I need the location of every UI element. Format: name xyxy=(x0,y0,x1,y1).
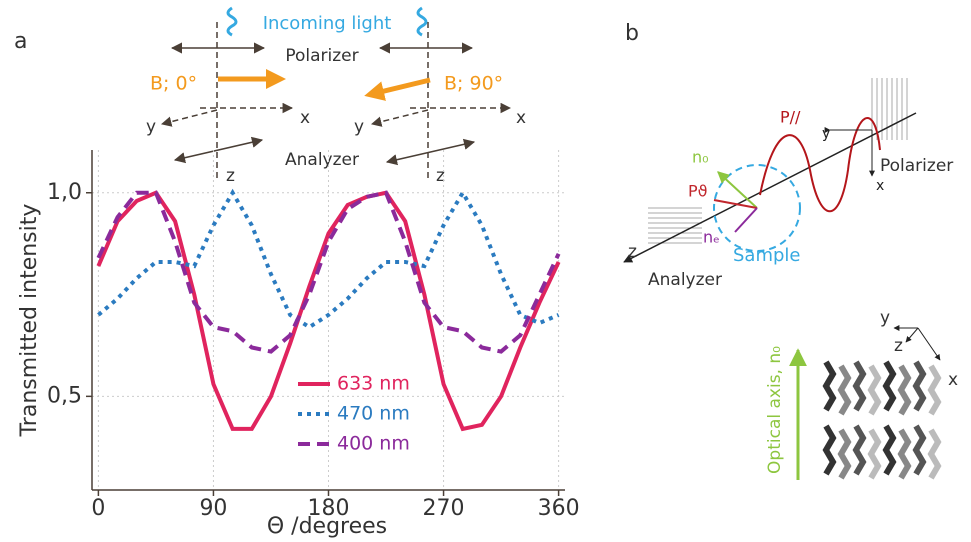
axis-letter: z xyxy=(436,166,445,186)
chart: Transmitted intensity Θ /degrees 0 90 180 2… xyxy=(17,150,580,539)
field-label: B; 90° xyxy=(444,73,503,95)
field-label: B; 0° xyxy=(150,73,197,95)
diagram-a: a Incoming light Polarizer B; 0° B; 90° … xyxy=(14,6,526,186)
analyzer-plate xyxy=(648,207,702,244)
axis-arrow xyxy=(370,109,429,127)
polarizer-label: Polarizer xyxy=(880,156,953,176)
x-axis-label: Θ /degrees xyxy=(267,514,387,539)
series-line xyxy=(97,188,560,330)
beam xyxy=(623,112,917,263)
p-theta-arrow xyxy=(713,199,758,209)
molecule xyxy=(852,360,867,412)
x-tick-label: 180 xyxy=(308,496,350,521)
x-tick-label: 90 xyxy=(199,496,227,521)
x-tick-label: 0 xyxy=(91,496,105,521)
axis-letter: x xyxy=(300,108,310,128)
analyzer-arrow xyxy=(173,136,264,164)
molecule xyxy=(882,424,897,476)
sample-label: Sample xyxy=(733,245,801,266)
molecule xyxy=(897,364,912,416)
light-icon xyxy=(416,6,428,37)
p-theta: Pϑ xyxy=(688,182,708,201)
y-axis-label: Transmitted intensity xyxy=(17,204,42,438)
legend-label: 470 nm xyxy=(337,403,410,425)
light-icon xyxy=(226,6,238,37)
polarizer-plate xyxy=(871,78,908,140)
series-line xyxy=(96,190,561,432)
axis-arrow xyxy=(905,327,919,343)
optical-axis-label: Optical axis, n₀ xyxy=(765,346,785,474)
axis-letter: y xyxy=(354,117,364,137)
y-tick-label: 0,5 xyxy=(47,383,82,408)
molecule xyxy=(867,428,882,480)
molecule xyxy=(867,364,882,416)
molecule xyxy=(837,364,852,416)
molecule xyxy=(852,424,867,476)
n-o-arrow xyxy=(717,171,758,209)
molecule xyxy=(912,360,927,412)
x-tick-label: 360 xyxy=(538,496,580,521)
axis-letter: x xyxy=(948,370,958,390)
molecule xyxy=(882,360,897,412)
axis-letter: y xyxy=(880,308,890,328)
sample-circle xyxy=(713,164,801,252)
molecules xyxy=(822,360,942,480)
field-arrow xyxy=(364,77,431,101)
wave xyxy=(759,117,881,213)
axis-letter: x xyxy=(876,178,884,194)
axis-letter: z xyxy=(894,336,903,356)
diagram-b: b P// Pϑ n₀ nₑ Sample Polarizer Analyzer… xyxy=(623,21,958,480)
axis-letter: x xyxy=(516,108,526,128)
molecule xyxy=(837,428,852,480)
molecule xyxy=(822,360,837,412)
axis-letter: z xyxy=(226,166,235,186)
x-tick-label: 270 xyxy=(423,496,465,521)
axis-letter: y xyxy=(146,117,156,137)
analyzer-label: Analyzer xyxy=(285,150,359,170)
axis-arrow xyxy=(917,327,941,361)
legend-label: 400 nm xyxy=(337,433,410,455)
axis-letter: y xyxy=(822,126,830,142)
n-e: nₑ xyxy=(703,228,720,247)
analyzer-arrow xyxy=(385,138,476,166)
legend-label: 633 nm xyxy=(337,373,410,395)
molecule xyxy=(927,428,942,480)
molecule xyxy=(927,364,942,416)
analyzer-label: Analyzer xyxy=(648,270,722,290)
n-o: n₀ xyxy=(692,148,709,167)
axis-arrow xyxy=(160,109,218,127)
panel-label: b xyxy=(625,21,639,46)
series-line xyxy=(96,190,561,354)
axis-letter: z xyxy=(628,242,637,262)
panel-label: a xyxy=(14,29,27,54)
p-parallel: P// xyxy=(780,108,801,127)
molecule xyxy=(912,424,927,476)
molecule xyxy=(897,428,912,480)
y-tick-label: 1,0 xyxy=(47,180,82,205)
n-e-arrow xyxy=(734,207,758,233)
molecule xyxy=(822,424,837,476)
incoming-light: Incoming light xyxy=(263,13,392,34)
polarizer-label: Polarizer xyxy=(285,46,358,66)
